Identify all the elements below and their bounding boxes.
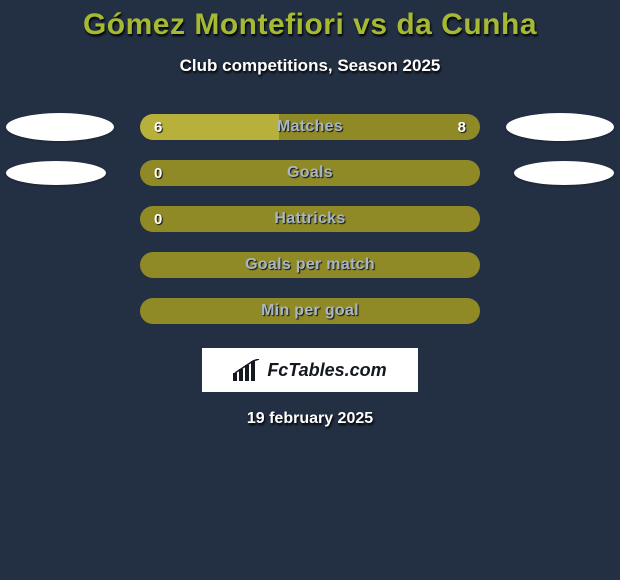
stat-row: 68Matches [0, 114, 620, 140]
stat-label: Hattricks [140, 206, 480, 232]
bars-icon [233, 359, 263, 381]
logo-box: FcTables.com [202, 348, 418, 392]
date-label: 19 february 2025 [0, 410, 620, 428]
stat-row: 0Goals [0, 160, 620, 186]
logo-text: FcTables.com [267, 360, 386, 381]
stat-bar: Min per goal [140, 298, 480, 324]
stat-rows: 68Matches 0Goals 0Hattricks Goals per match… [0, 114, 620, 324]
stat-label: Goals [140, 160, 480, 186]
stat-bar: Goals per match [140, 252, 480, 278]
page-title: Gómez Montefiori vs da Cunha [0, 8, 620, 42]
stat-row: Min per goal [0, 298, 620, 324]
stat-row: 0Hattricks [0, 206, 620, 232]
player-right-marker [506, 113, 614, 141]
stat-label: Min per goal [140, 298, 480, 324]
stat-bar: 68Matches [140, 114, 480, 140]
stat-bar: 0Goals [140, 160, 480, 186]
page-subtitle: Club competitions, Season 2025 [0, 56, 620, 76]
stat-bar: 0Hattricks [140, 206, 480, 232]
player-right-marker [514, 161, 614, 185]
logo: FcTables.com [233, 359, 386, 381]
player-left-marker [6, 161, 106, 185]
stat-label: Goals per match [140, 252, 480, 278]
comparison-card: Gómez Montefiori vs da Cunha Club compet… [0, 0, 620, 428]
stat-label: Matches [140, 114, 480, 140]
stat-row: Goals per match [0, 252, 620, 278]
player-left-marker [6, 113, 114, 141]
